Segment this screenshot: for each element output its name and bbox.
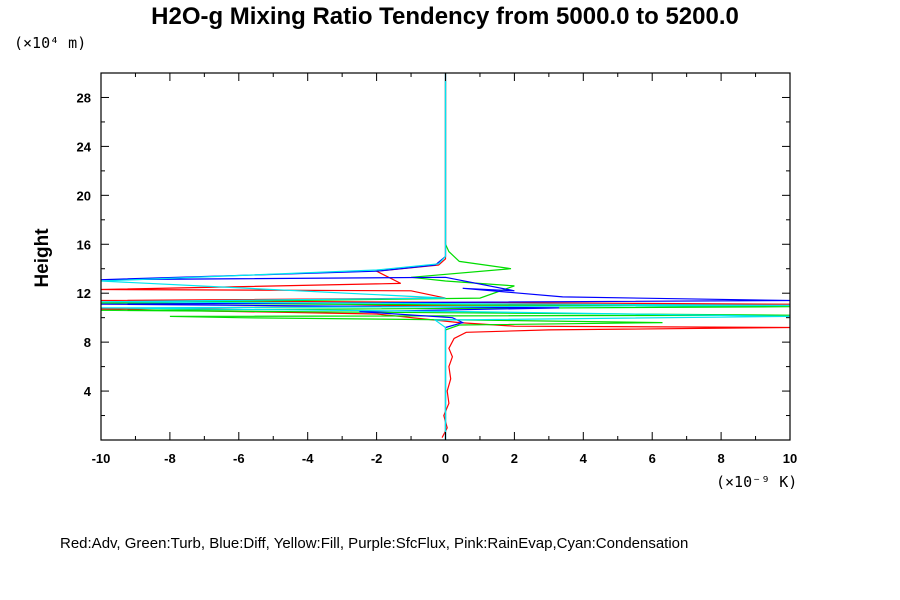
series-line-condensation [101,73,790,440]
x-tick-label: -8 [164,451,176,466]
legend-text: Red:Adv, Green:Turb, Blue:Diff, Yellow:F… [60,535,688,552]
series-line-turb [101,73,790,440]
x-tick-label: -6 [233,451,245,466]
y-tick-label: 16 [77,237,91,252]
y-axis-label: Height [32,228,53,288]
x-tick-label: 4 [580,451,588,466]
x-tick-label: 6 [649,451,656,466]
x-tick-label: 8 [717,451,724,466]
y-tick-label: 28 [77,90,91,105]
y-scale-label: (×10⁴ m) [14,34,86,52]
y-tick-label: 4 [84,384,92,399]
x-tick-label: 2 [511,451,518,466]
x-tick-label: 10 [783,451,797,466]
x-scale-label: (×10⁻⁹ K) [716,473,797,491]
chart-title: H2O-g Mixing Ratio Tendency from 5000.0 … [151,3,739,30]
x-tick-label: -10 [92,451,111,466]
x-tick-label: -2 [371,451,383,466]
y-tick-label: 8 [84,335,91,350]
y-tick-label: 24 [77,139,92,154]
x-tick-label: -4 [302,451,314,466]
x-tick-label: 0 [442,451,449,466]
y-tick-label: 12 [77,286,91,301]
y-tick-label: 20 [77,188,91,203]
